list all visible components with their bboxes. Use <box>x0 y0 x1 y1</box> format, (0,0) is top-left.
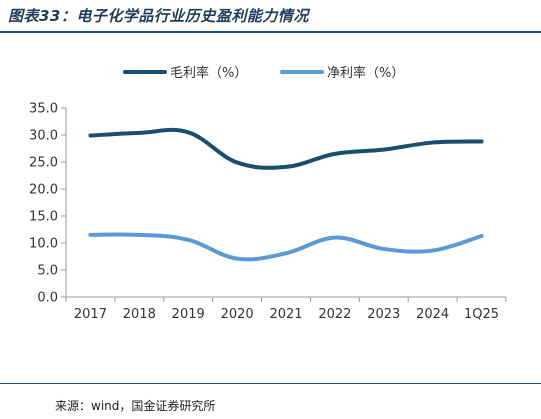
x-axis: 2017 2018 2019 2020 2021 2022 2023 2024 1Q25 <box>65 296 507 322</box>
series-line-1 <box>88 127 484 170</box>
legend: 毛利率（%） 净利率（%） <box>123 65 404 81</box>
series-line-2 <box>88 232 484 262</box>
figure-title: 图表33：电子化学品行业历史盈利能力情况 <box>8 7 309 25</box>
source-note: 来源：wind，国金证券研究所 <box>55 399 216 413</box>
y-tick-label: 35.0 <box>29 102 58 117</box>
y-tick-label: 25.0 <box>29 156 58 171</box>
y-tick-label: 0.0 <box>37 291 58 306</box>
x-tick-label: 2022 <box>318 307 351 322</box>
x-tick-label: 2023 <box>367 307 400 322</box>
y-tick-label: 30.0 <box>29 129 58 144</box>
title-divider <box>0 31 541 33</box>
series-lines <box>88 127 484 262</box>
y-tick-label: 5.0 <box>37 264 58 279</box>
x-tick-label: 2019 <box>172 307 205 322</box>
profitability-line-chart: 毛利率（%） 净利率（%） 0.0 5.0 10.0 15.0 20.0 25.0 30.0 3… <box>29 65 507 322</box>
x-tick-label: 2017 <box>74 307 107 322</box>
y-tick-label: 20.0 <box>29 183 58 198</box>
x-tick-label: 2021 <box>269 307 302 322</box>
x-tick-label: 2020 <box>221 307 254 322</box>
x-tick-label: 2024 <box>416 307 449 322</box>
y-axis: 0.0 5.0 10.0 15.0 20.0 25.0 30.0 35.0 <box>29 102 67 306</box>
legend-label-2: 净利率（%） <box>327 65 404 81</box>
x-tick-label: 2018 <box>123 307 156 322</box>
y-tick-label: 15.0 <box>29 210 58 225</box>
x-tick-label: 1Q25 <box>464 307 499 322</box>
y-tick-label: 10.0 <box>29 237 58 252</box>
footer-divider <box>0 383 541 384</box>
legend-label-1: 毛利率（%） <box>170 65 247 81</box>
